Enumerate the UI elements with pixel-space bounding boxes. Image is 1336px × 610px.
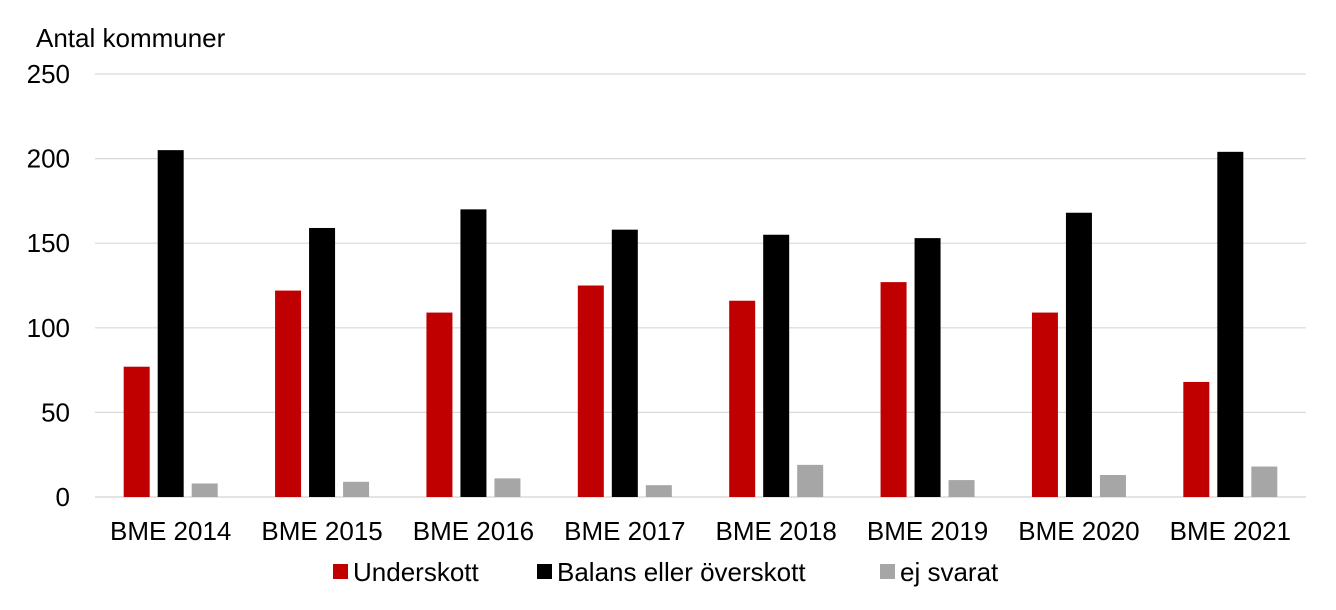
bar-balans-eller-verskott-bme-2019: [914, 238, 941, 497]
bar-balans-eller-verskott-bme-2014: [157, 150, 184, 497]
legend-label: Underskott: [353, 557, 479, 587]
bars: [123, 150, 1278, 498]
bar-balans-eller-verskott-bme-2018: [763, 234, 790, 498]
legend-label: ej svarat: [900, 557, 999, 587]
bar-balans-eller-verskott-bme-2017: [611, 229, 638, 497]
bar-underskott-bme-2015: [275, 290, 302, 497]
bar-ej-svarat-bme-2021: [1251, 466, 1278, 497]
legend: Underskott Balans eller överskott ej svara…: [333, 557, 999, 587]
legend-label: Balans eller överskott: [557, 557, 806, 587]
bar-underskott-bme-2020: [1031, 312, 1058, 497]
bar-underskott-bme-2014: [123, 366, 150, 497]
bar-balans-eller-verskott-bme-2021: [1217, 151, 1244, 497]
y-tick-label: 250: [27, 59, 70, 89]
y-axis-ticks: 0 50 100 150 200 250: [27, 59, 70, 512]
legend-swatch: [333, 564, 348, 579]
bar-underskott-bme-2017: [577, 285, 604, 497]
bar-balans-eller-verskott-bme-2016: [460, 209, 487, 498]
x-tick-label: BME 2020: [1018, 516, 1139, 546]
x-tick-label: BME 2016: [413, 516, 534, 546]
bar-underskott-bme-2019: [880, 282, 907, 497]
bar-ej-svarat-bme-2020: [1099, 475, 1126, 497]
y-tick-label: 200: [27, 144, 70, 174]
bar-underskott-bme-2016: [426, 312, 453, 497]
bar-balans-eller-verskott-bme-2015: [309, 227, 336, 498]
bar-ej-svarat-bme-2016: [494, 478, 521, 497]
y-tick-label: 150: [27, 228, 70, 258]
bar-ej-svarat-bme-2017: [645, 485, 672, 497]
x-axis-ticks: BME 2014 BME 2015 BME 2016 BME 2017 BME 2018…: [110, 516, 1291, 546]
y-axis-label: Antal kommuner: [36, 23, 226, 53]
x-tick-label: BME 2021: [1170, 516, 1291, 546]
x-tick-label: BME 2019: [867, 516, 988, 546]
legend-swatch: [880, 564, 895, 579]
bar-underskott-bme-2018: [729, 300, 756, 497]
y-tick-label: 0: [56, 482, 70, 512]
x-tick-label: BME 2014: [110, 516, 231, 546]
x-tick-label: BME 2017: [564, 516, 685, 546]
bar-underskott-bme-2021: [1183, 381, 1210, 497]
bar-ej-svarat-bme-2019: [948, 480, 975, 497]
legend-swatch: [537, 564, 552, 579]
bar-ej-svarat-bme-2015: [343, 481, 370, 497]
bar-ej-svarat-bme-2018: [797, 464, 824, 497]
bar-balans-eller-verskott-bme-2020: [1065, 212, 1092, 497]
x-tick-label: BME 2015: [261, 516, 382, 546]
y-tick-label: 50: [41, 397, 70, 427]
bar-ej-svarat-bme-2014: [191, 483, 218, 497]
y-tick-label: 100: [27, 313, 70, 343]
x-tick-label: BME 2018: [715, 516, 836, 546]
